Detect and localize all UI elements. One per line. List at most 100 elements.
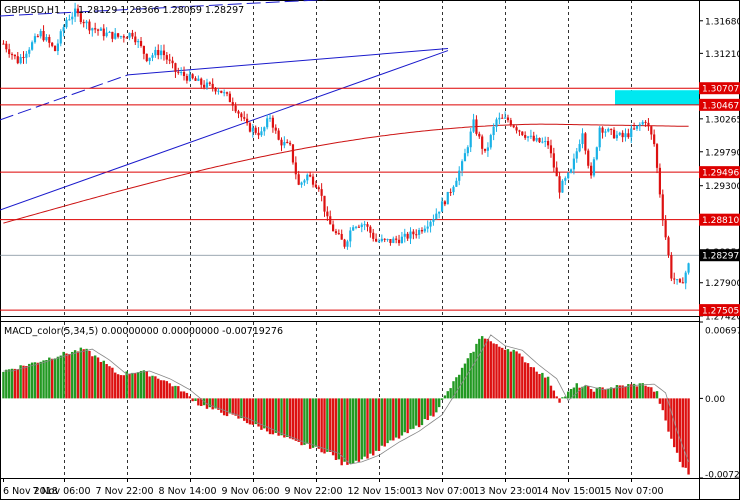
macd-histogram-bar (604, 389, 607, 399)
macd-histogram-bar (412, 398, 415, 429)
candle-body (162, 50, 166, 56)
macd-histogram-bar (437, 398, 441, 408)
candle-body (466, 147, 469, 154)
macd-histogram-bar (650, 387, 653, 399)
candle-body (108, 31, 111, 33)
candle-body (19, 57, 22, 64)
candle-body (53, 45, 57, 52)
macd-histogram-bar (231, 398, 234, 415)
candle-body (644, 121, 647, 123)
macd-histogram-bar (403, 398, 406, 433)
trend-line-lower (0, 50, 449, 211)
macd-histogram-bar (268, 398, 272, 435)
macd-histogram-bar (251, 398, 255, 425)
macd-histogram-bar (351, 398, 355, 464)
macd-histogram-bar (587, 386, 590, 399)
macd-histogram-bar (526, 363, 530, 399)
candle-body (326, 211, 329, 217)
macd-histogram-bar (85, 348, 88, 399)
candle-body (403, 233, 406, 237)
macd-histogram-bar (16, 369, 19, 399)
candle-body (650, 126, 653, 135)
macd-histogram-bar (148, 376, 151, 399)
price-level-label: 1.30707 (702, 85, 739, 95)
candle-body (678, 279, 682, 283)
macd-histogram-bar (79, 347, 83, 399)
macd-histogram-bar (154, 376, 157, 399)
macd-histogram-bar (578, 387, 581, 399)
candle-body (33, 36, 37, 43)
macd-histogram-bar (217, 398, 220, 410)
macd-histogram-bar (684, 398, 687, 468)
macd-histogram-bar (257, 398, 260, 427)
macd-histogram-bar (240, 398, 243, 419)
candle-body (197, 78, 200, 81)
candle-body (673, 278, 676, 280)
macd-histogram-bar (214, 398, 217, 409)
macd-histogram-bar (446, 391, 449, 399)
price-level-tag (699, 213, 740, 226)
macd-histogram-bar (630, 384, 633, 399)
candle-body (435, 213, 438, 220)
macd-histogram-bar (200, 398, 203, 407)
macd-histogram-bar (609, 387, 613, 399)
candle-body (248, 123, 252, 132)
candle-body (569, 169, 573, 173)
macd-histogram-bar (501, 347, 504, 399)
macd-histogram-bar (566, 391, 570, 399)
candle-body (51, 42, 54, 46)
macd-histogram-bar (99, 361, 103, 399)
macd-histogram-bar (96, 357, 100, 399)
candle-body (142, 46, 145, 54)
macd-histogram-bar (417, 398, 421, 428)
macd-histogram-bar (45, 360, 48, 399)
macd-histogram-bar (157, 378, 160, 399)
macd-histogram-bar (392, 398, 395, 441)
candle-body (71, 16, 74, 20)
macd-histogram-bar (28, 363, 31, 399)
candle-body (567, 172, 570, 179)
candle-body (303, 180, 306, 183)
candle-body (624, 133, 627, 138)
macd-histogram-bar (68, 353, 71, 399)
candle-body (521, 131, 524, 136)
price-level-tag (699, 98, 740, 111)
price-level-tag (699, 304, 740, 317)
candle-body (194, 78, 197, 81)
candle-body (300, 182, 303, 185)
macd-histogram-bar (280, 398, 283, 436)
macd-histogram-bar (478, 338, 481, 399)
candle-body (684, 272, 687, 284)
macd-histogram-bar (114, 372, 117, 399)
supply-zone (615, 90, 699, 105)
candle-body (655, 144, 659, 168)
macd-histogram-bar (2, 371, 5, 399)
macd-histogram-bar (420, 398, 424, 426)
macd-histogram-bar (162, 380, 166, 399)
macd-histogram-bar (535, 371, 538, 399)
macd-histogram-bar (483, 338, 487, 399)
candle-body (420, 230, 424, 232)
candle-body (397, 239, 401, 244)
candle-body (687, 263, 690, 273)
macd-histogram-bar (546, 376, 550, 399)
candle-body (415, 234, 418, 236)
candle-body (438, 211, 441, 214)
candle-body (595, 147, 598, 160)
candle-body (661, 194, 664, 221)
candle-body (200, 78, 203, 85)
macd-histogram-bar (681, 398, 685, 468)
candle-body (257, 132, 260, 136)
candle-body (314, 184, 317, 188)
macd-histogram-bar (380, 398, 384, 446)
macd-histogram-bar (357, 398, 361, 462)
candle-body (171, 60, 174, 64)
macd-histogram-bar (374, 398, 378, 451)
candle-body (82, 21, 85, 24)
candle-body (667, 237, 670, 256)
macd-histogram-bar (136, 372, 140, 399)
macd-y-tick-label: 0.006975 (705, 327, 740, 337)
macd-histogram-bar (569, 388, 573, 399)
macd-histogram-bar (116, 374, 120, 399)
